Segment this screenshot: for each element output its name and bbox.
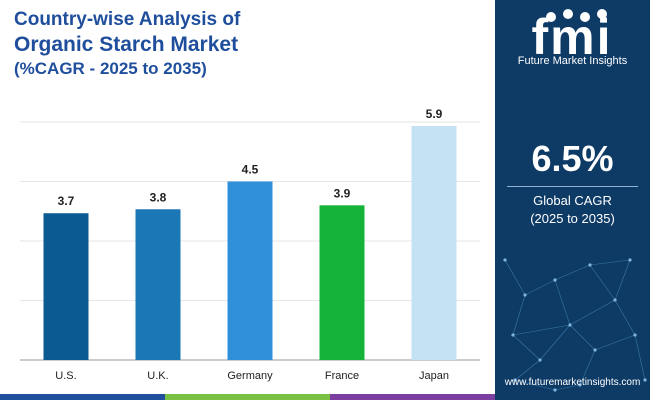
bar-chart: 3.7 U.S. 3.8 U.K. 4.5 Germany 3.9 France 5.9 Japa… bbox=[20, 107, 480, 382]
logo-dot-icon bbox=[580, 12, 590, 22]
global-cagr-label-line-1: Global CAGR bbox=[533, 193, 612, 208]
network-line bbox=[554, 384, 581, 391]
data-label: 3.8 bbox=[150, 190, 167, 204]
fmi-logo: fmi bbox=[532, 9, 613, 65]
network-node bbox=[511, 333, 515, 337]
bar bbox=[411, 125, 457, 360]
data-label: 3.9 bbox=[334, 186, 351, 200]
bar bbox=[227, 181, 273, 360]
network-line bbox=[554, 264, 591, 281]
logo-subtitle: Future Market Insights bbox=[517, 55, 628, 67]
logo-dot-icon bbox=[597, 9, 607, 19]
title-line-2: Organic Starch Market bbox=[14, 33, 239, 56]
network-node bbox=[568, 323, 572, 327]
network-line bbox=[569, 299, 616, 326]
network-node bbox=[578, 383, 582, 387]
network-line bbox=[512, 294, 526, 336]
network-node bbox=[633, 333, 637, 337]
network-line bbox=[589, 264, 616, 301]
network-node bbox=[588, 263, 592, 267]
x-tick-label: U.K. bbox=[147, 370, 168, 382]
side-panel: fmi Future Market Insights 6.5% Global C… bbox=[495, 0, 650, 400]
network-line bbox=[504, 259, 526, 296]
divider bbox=[507, 186, 638, 187]
global-cagr-label-line-2: (2025 to 2035) bbox=[530, 211, 615, 226]
network-node bbox=[503, 258, 507, 262]
global-cagr-value: 6.5% bbox=[531, 138, 614, 179]
bottom-bar-segment bbox=[330, 394, 495, 400]
network-line bbox=[514, 359, 541, 381]
bar bbox=[43, 213, 89, 360]
title-line-3: (%CAGR - 2025 to 2035) bbox=[14, 59, 207, 78]
network-line bbox=[512, 334, 541, 361]
network-graphic bbox=[503, 258, 647, 392]
bottom-bar-segment bbox=[165, 394, 330, 400]
network-line bbox=[554, 279, 571, 326]
bar bbox=[135, 209, 181, 360]
network-line bbox=[594, 334, 636, 351]
network-node bbox=[538, 358, 542, 362]
x-tick-label: Japan bbox=[419, 370, 449, 382]
network-node bbox=[513, 378, 517, 382]
network-node bbox=[523, 293, 527, 297]
network-line bbox=[569, 324, 596, 351]
network-line bbox=[512, 324, 571, 336]
network-line bbox=[514, 379, 556, 391]
network-line bbox=[634, 334, 646, 381]
network-line bbox=[589, 259, 631, 266]
title-line-1: Country-wise Analysis of bbox=[14, 9, 241, 30]
network-line bbox=[539, 324, 571, 361]
logo-dot-icon bbox=[563, 9, 573, 19]
network-line bbox=[614, 259, 631, 301]
x-tick-label: U.S. bbox=[55, 370, 76, 382]
data-label: 5.9 bbox=[426, 107, 443, 121]
network-line bbox=[614, 299, 636, 336]
network-line bbox=[579, 349, 596, 386]
bar bbox=[319, 205, 365, 360]
data-label: 4.5 bbox=[242, 163, 259, 177]
network-node bbox=[628, 258, 632, 262]
bottom-color-bar bbox=[0, 394, 495, 400]
logo-letters: fmi bbox=[532, 9, 613, 65]
network-node bbox=[643, 378, 647, 382]
logo-dot-icon bbox=[546, 12, 556, 22]
network-node bbox=[593, 348, 597, 352]
network-line bbox=[524, 279, 556, 296]
network-node bbox=[553, 388, 557, 392]
bottom-bar-segment bbox=[0, 394, 165, 400]
data-label: 3.7 bbox=[58, 194, 75, 208]
network-node bbox=[553, 278, 557, 282]
chart-title: Country-wise Analysis of Organic Starch … bbox=[14, 8, 484, 80]
global-cagr-label: Global CAGR (2025 to 2035) bbox=[495, 192, 650, 228]
x-tick-label: Germany bbox=[227, 370, 273, 382]
network-node bbox=[613, 298, 617, 302]
website-link[interactable]: www.futuremarketinsights.com bbox=[504, 377, 641, 388]
x-tick-label: France bbox=[325, 370, 359, 382]
